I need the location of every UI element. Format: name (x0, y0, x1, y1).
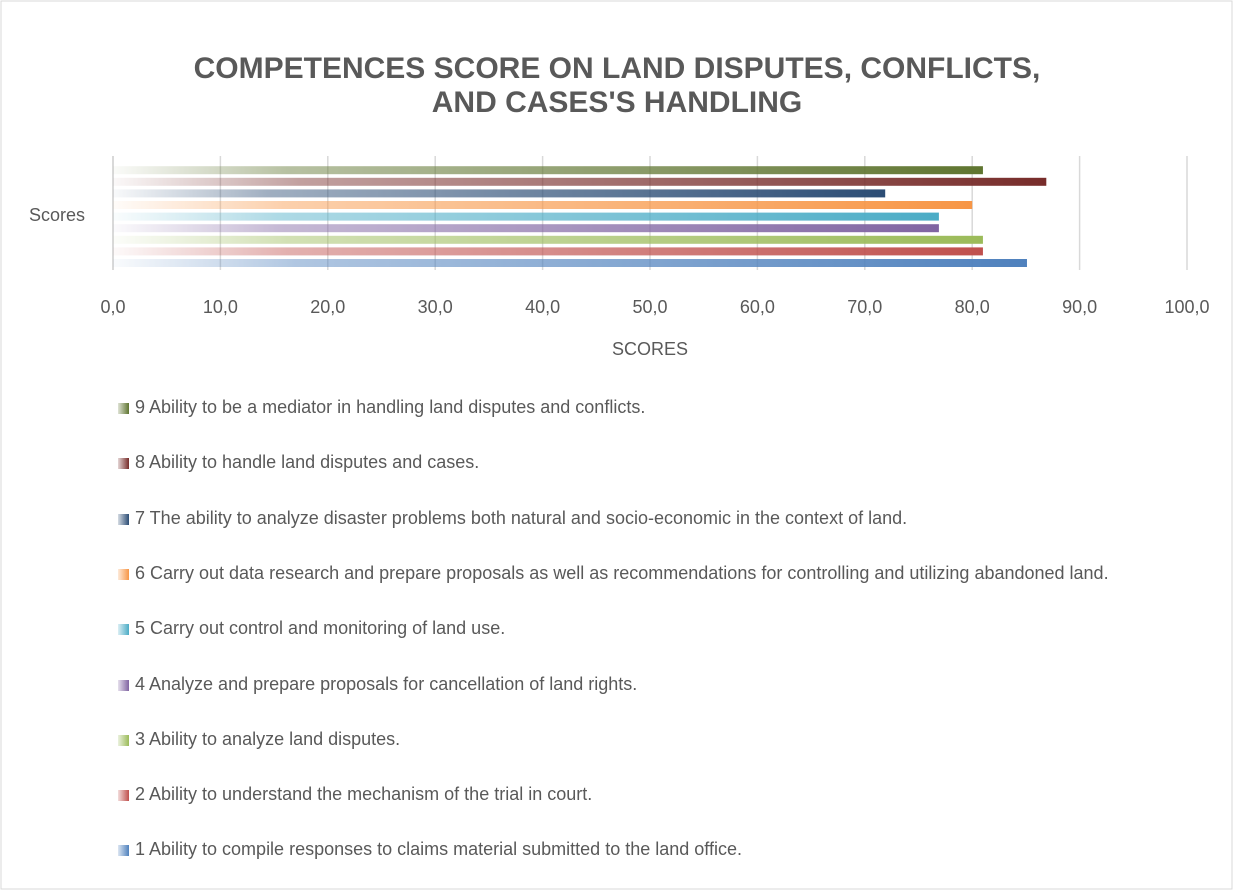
legend-label: 6 Carry out data research and prepare pr… (135, 562, 1109, 583)
legend-label: 2 Ability to understand the mechanism of… (135, 784, 593, 805)
legend-item: 5 Carry out control and monitoring of la… (118, 615, 1168, 642)
legend-swatch (118, 403, 129, 414)
category-label: Scores (29, 205, 85, 225)
x-tick-label: 0,0 (100, 297, 125, 317)
x-tick-label: 60,0 (740, 297, 775, 317)
x-axis-label: SCORES (612, 339, 688, 359)
legend-swatch (118, 458, 129, 470)
bar (113, 247, 983, 256)
bar (113, 189, 886, 198)
legend-item: 8 Ability to handle land disputes and ca… (118, 449, 1168, 476)
bar (113, 235, 983, 244)
legend-swatch (118, 568, 129, 580)
legend-item: 3 Ability to analyze land disputes. (118, 726, 1168, 753)
legend-item: 4 Analyze and prepare proposals for canc… (118, 671, 1168, 698)
bar (113, 212, 939, 221)
legend-label: 3 Ability to analyze land disputes. (135, 728, 401, 749)
legend-swatch (118, 513, 129, 525)
legend-item: 9 Ability to be a mediator in handling l… (118, 394, 1168, 421)
legend-swatch (118, 790, 129, 802)
legend-item: 6 Carry out data research and prepare pr… (118, 560, 1168, 587)
legend-item: 1 Ability to compile responses to claims… (118, 836, 1168, 863)
legend-swatch (118, 845, 129, 857)
x-tick-label: 50,0 (632, 297, 667, 317)
legend-label: 5 Carry out control and monitoring of la… (135, 618, 506, 639)
legend-label: 1 Ability to compile responses to claims… (135, 839, 742, 860)
legend-swatch (118, 679, 129, 691)
x-tick-label: 100,0 (1164, 297, 1209, 317)
x-tick-label: 10,0 (203, 297, 238, 317)
legend-swatch (118, 624, 129, 636)
bar (113, 224, 939, 233)
x-tick-label: 30,0 (418, 297, 453, 317)
x-tick-label: 20,0 (310, 297, 345, 317)
bar (113, 166, 983, 175)
legend-item: 7 The ability to analyze disaster proble… (118, 505, 1168, 532)
legend-label: 7 The ability to analyze disaster proble… (135, 507, 908, 528)
bar (113, 177, 1047, 186)
legend-label: 4 Analyze and prepare proposals for canc… (135, 673, 638, 694)
x-tick-label: 80,0 (955, 297, 990, 317)
legend-swatch (118, 734, 129, 746)
x-tick-label: 90,0 (1062, 297, 1097, 317)
legend-label: 9 Ability to be a mediator in handling l… (135, 397, 646, 417)
chart-title: COMPETENCES SCORE ON LAND DISPUTES, CONF… (194, 52, 1041, 119)
legend-item: 2 Ability to understand the mechanism of… (118, 781, 1168, 808)
x-tick-label: 40,0 (525, 297, 560, 317)
x-tick-label: 70,0 (847, 297, 882, 317)
bar (113, 259, 1027, 267)
bar (113, 201, 973, 209)
legend-label: 8 Ability to handle land disputes and ca… (135, 452, 480, 473)
